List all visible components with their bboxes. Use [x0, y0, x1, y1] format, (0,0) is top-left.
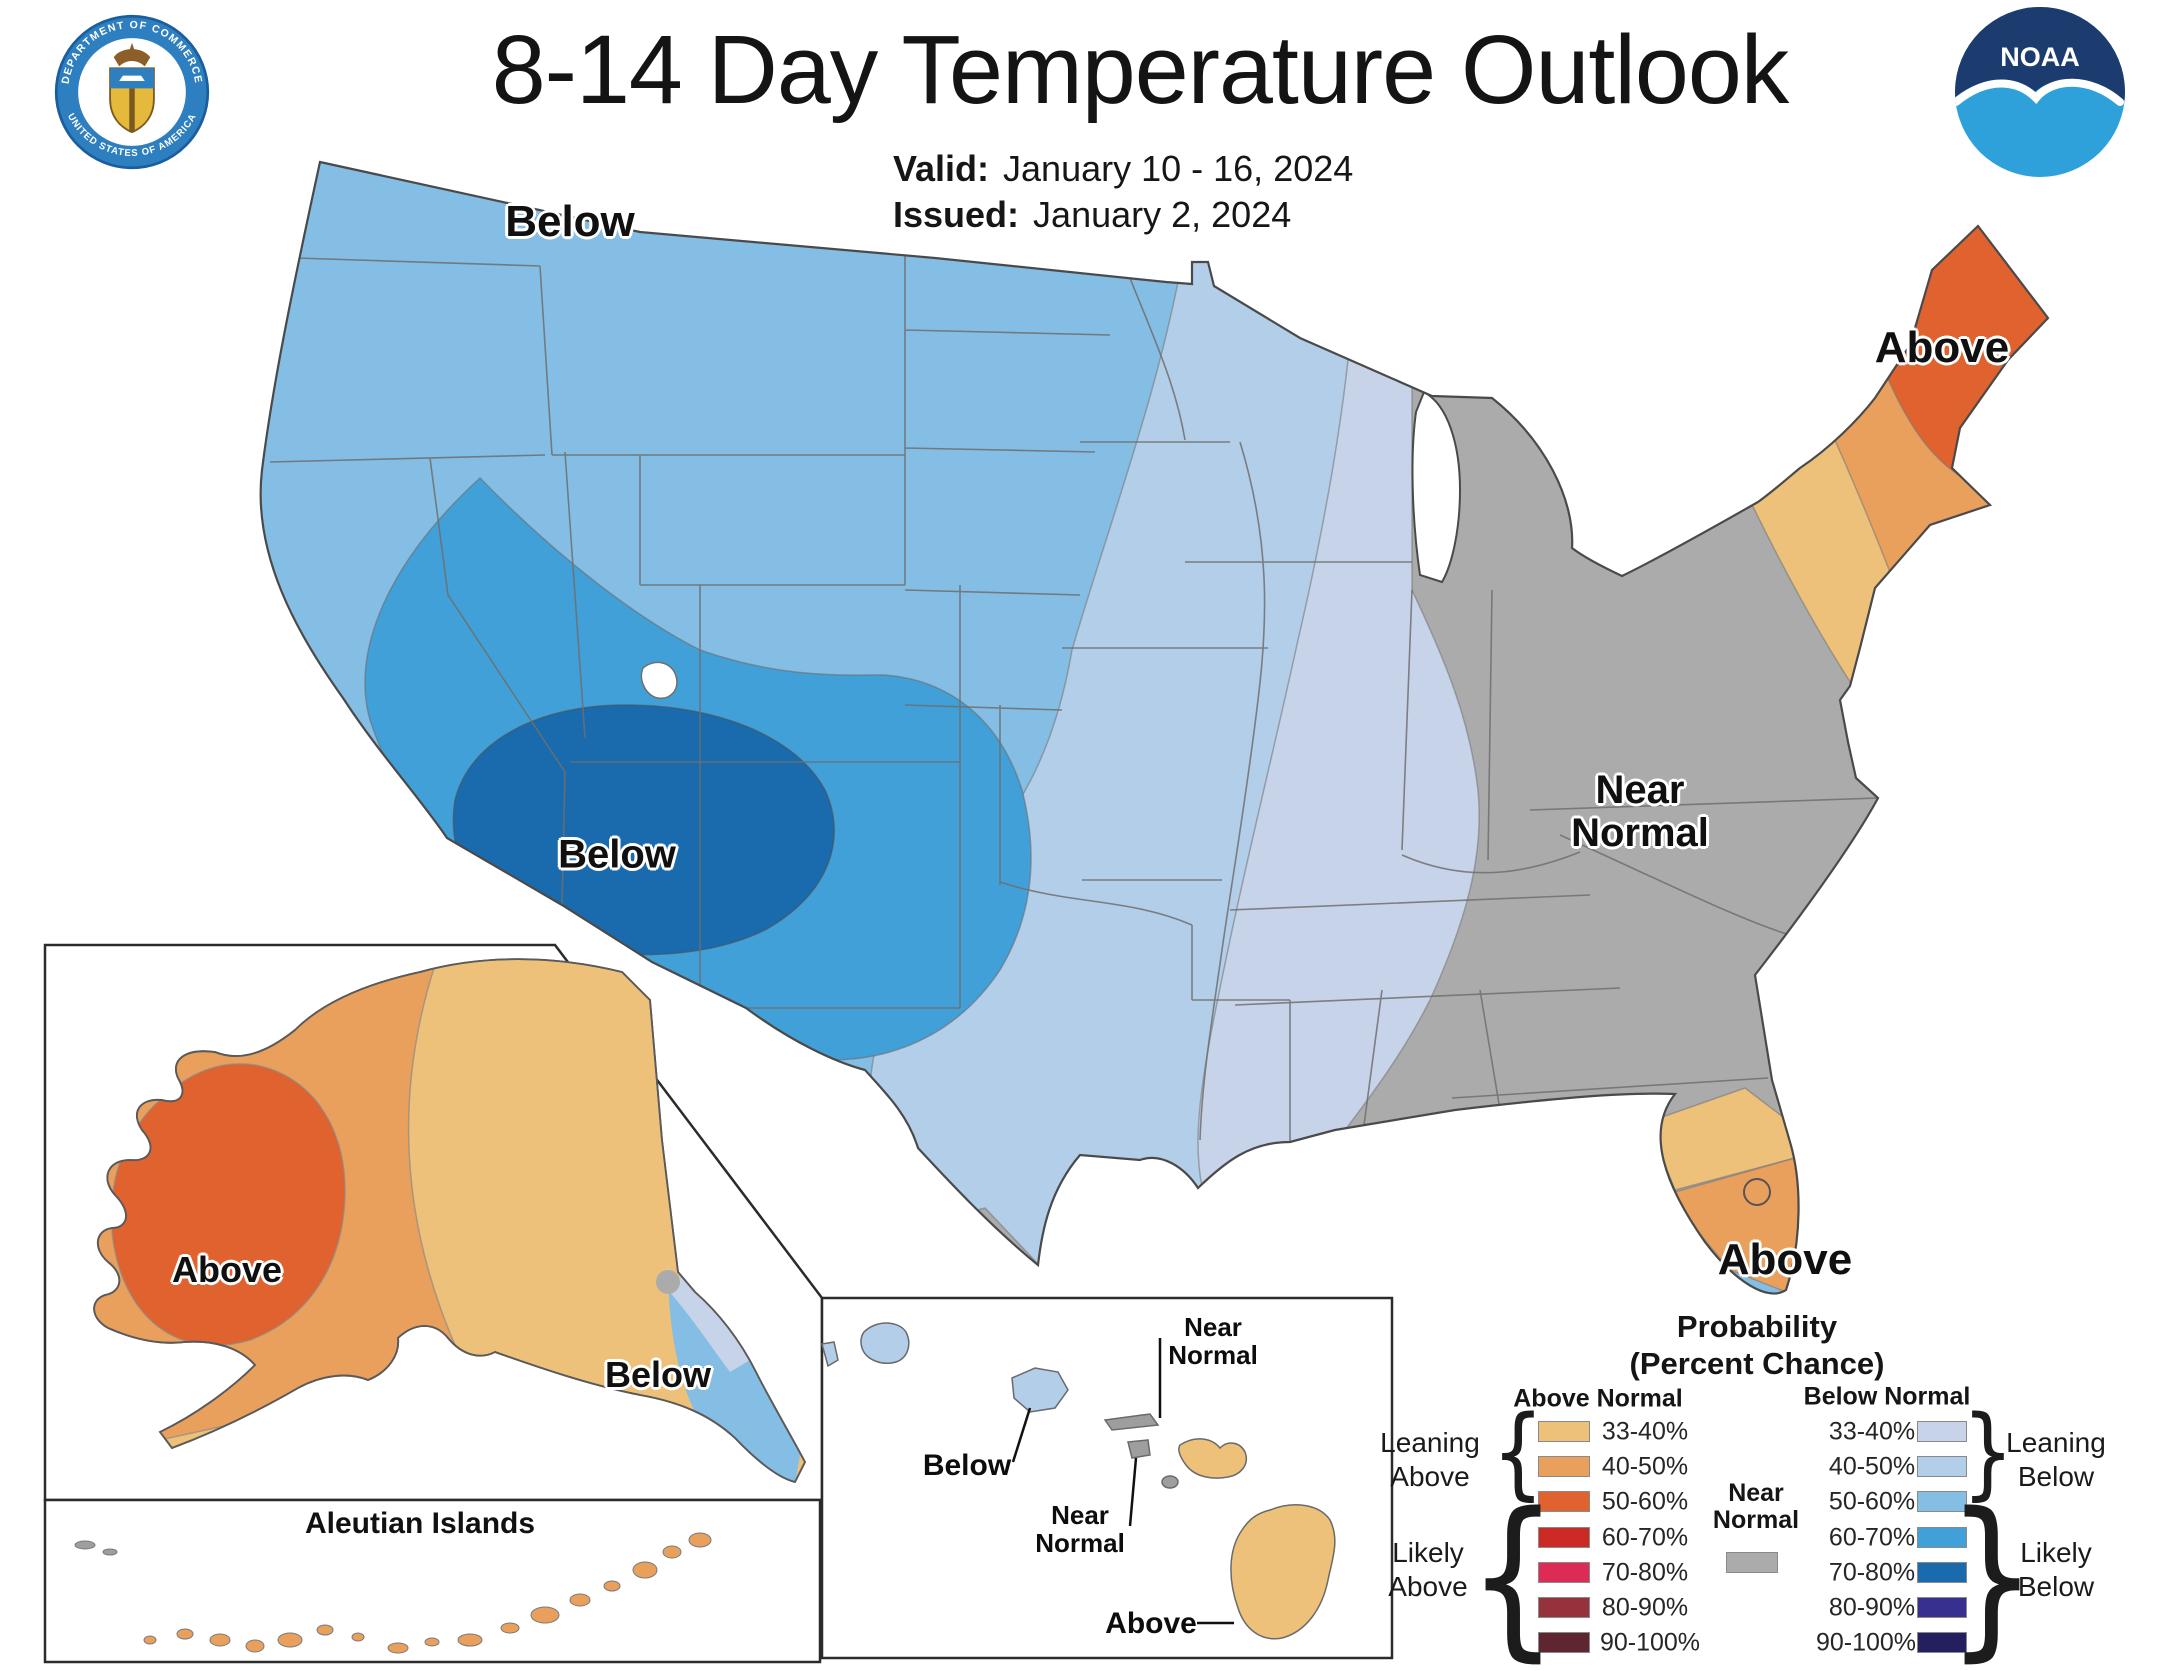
- island-molokai: [1103, 1413, 1160, 1431]
- island-niihau: [821, 1341, 839, 1368]
- legend-title: Probability: [1676, 1309, 1838, 1344]
- swatch-above-60-70: [1538, 1527, 1590, 1548]
- great-salt-lake: [640, 661, 678, 699]
- swatch-above-90-100: [1538, 1632, 1590, 1653]
- noaa-logo: NOAA: [1955, 7, 2125, 177]
- legend-subtitle: (Percent Chance): [1629, 1346, 1885, 1381]
- label-hawaii-below: Below: [922, 1449, 1012, 1482]
- island-kauai: [860, 1322, 910, 1364]
- pct-above-0: 33-40%: [1601, 1417, 1689, 1446]
- aleutian-islands-title: Aleutian Islands: [304, 1507, 536, 1540]
- valid-value: January 10 - 16, 2024: [1003, 148, 1354, 189]
- dept-of-commerce-seal: DEPARTMENT OF COMMERCE UNITED STATES OF …: [54, 14, 210, 170]
- ak-near-normal-spot: [656, 1270, 680, 1294]
- brace-likely-below: }: [1946, 1476, 2038, 1671]
- pct-below-2: 50-60%: [1828, 1487, 1916, 1516]
- pct-below-5: 80-90%: [1828, 1593, 1916, 1622]
- state-borders: [269, 248, 1879, 1142]
- aleutian-inset-box: [43, 1498, 822, 1664]
- label-below-southwest: Below: [558, 832, 676, 877]
- legend-leaning-below: Leaning Below: [2006, 1426, 2106, 1492]
- label-above-northeast: Above: [1874, 323, 2010, 372]
- hawaii-islands: [821, 1322, 1336, 1640]
- pct-below-6: 90-100%: [1815, 1628, 1917, 1657]
- swatch-near-normal: [1726, 1552, 1778, 1573]
- pct-above-5: 80-90%: [1601, 1593, 1689, 1622]
- issued-label: Issued:: [893, 194, 1020, 235]
- swatch-below-80-90: [1917, 1597, 1967, 1618]
- pct-above-2: 50-60%: [1601, 1487, 1689, 1516]
- aleutian-islands: [74, 1532, 712, 1654]
- issued-line: Issued: January 2, 2024: [893, 194, 1291, 236]
- lake-michigan: [1411, 390, 1462, 584]
- valid-line: Valid: January 10 - 16, 2024: [893, 148, 1353, 190]
- swatch-below-60-70: [1917, 1527, 1967, 1548]
- pct-below-0: 33-40%: [1828, 1417, 1916, 1446]
- pct-above-3: 60-70%: [1601, 1523, 1689, 1552]
- swatch-below-40-50: [1917, 1456, 1967, 1477]
- pct-below-1: 40-50%: [1828, 1452, 1916, 1481]
- swatch-above-33-40: [1538, 1421, 1590, 1442]
- legend-likely-below: Likely Below: [2017, 1536, 2095, 1602]
- legend-leaning-above: Leaning Above: [1380, 1426, 1480, 1492]
- lake-okeechobee: [1743, 1178, 1771, 1206]
- label-hawaii-above: Above: [1105, 1607, 1197, 1640]
- swatch-above-80-90: [1538, 1597, 1590, 1618]
- legend-near-normal-label: Near Normal: [1712, 1479, 1800, 1534]
- swatch-below-33-40: [1917, 1421, 1967, 1442]
- label-above-florida: Above: [1717, 1235, 1853, 1284]
- brace-likely-above: {: [1467, 1476, 1559, 1671]
- label-hawaii-near-normal-top: Near Normal: [1168, 1311, 1258, 1370]
- pct-above-1: 40-50%: [1601, 1452, 1689, 1481]
- brace-leaning-below: }: [1961, 1395, 2015, 1511]
- swatch-above-70-80: [1538, 1562, 1590, 1583]
- island-lanai: [1127, 1439, 1151, 1459]
- conus-outline: [259, 160, 2050, 1295]
- swatch-below-50-60: [1917, 1491, 1967, 1512]
- swatch-below-70-80: [1917, 1562, 1967, 1583]
- legend-above-normal-header: Above Normal: [1513, 1384, 1683, 1413]
- valid-label: Valid:: [893, 148, 990, 189]
- island-kahoolawe: [1161, 1475, 1179, 1489]
- legend-below-normal-header: Below Normal: [1803, 1382, 1971, 1411]
- pct-below-4: 70-80%: [1828, 1558, 1916, 1587]
- label-hawaii-near-normal-mid: Near Normal: [1035, 1499, 1125, 1558]
- island-oahu: [1011, 1367, 1069, 1413]
- swatch-above-40-50: [1538, 1456, 1590, 1477]
- pct-below-3: 60-70%: [1828, 1523, 1916, 1552]
- doc-eagle-shield-icon: [109, 42, 155, 134]
- swatch-above-50-60: [1538, 1491, 1590, 1512]
- island-maui: [1178, 1438, 1247, 1479]
- legend-likely-above: Likely Above: [1388, 1536, 1468, 1602]
- noaa-logo-text: NOAA: [2000, 42, 2080, 72]
- label-near-normal-east: Near Normal: [1571, 767, 1709, 855]
- alaska-outline: [93, 958, 807, 1484]
- ak-panhandle-below-pale: [668, 1268, 750, 1372]
- brace-leaning-above: {: [1491, 1395, 1545, 1511]
- label-below-northwest: Below: [505, 197, 635, 246]
- noaa-seagull-icon: [1955, 78, 2124, 106]
- band-below-70-80: [452, 704, 835, 956]
- issued-value: January 2, 2024: [1033, 194, 1292, 235]
- pct-above-4: 70-80%: [1601, 1558, 1689, 1587]
- label-above-alaska: Above: [171, 1249, 283, 1290]
- label-below-southeast-alaska: Below: [604, 1354, 712, 1395]
- hawaii-leader-lines: [1011, 1338, 1234, 1625]
- island-hawaii-big: [1230, 1504, 1336, 1640]
- swatch-below-90-100: [1917, 1632, 1967, 1653]
- page-title: 8-14 Day Temperature Outlook: [491, 15, 1790, 124]
- pct-above-6: 90-100%: [1599, 1628, 1701, 1657]
